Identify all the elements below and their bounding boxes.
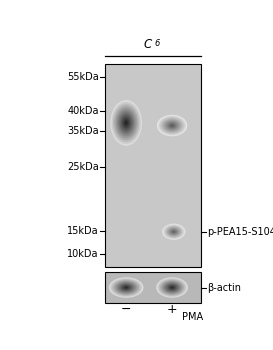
Text: 10kDa: 10kDa bbox=[67, 248, 99, 259]
Ellipse shape bbox=[170, 286, 175, 289]
Text: 35kDa: 35kDa bbox=[67, 126, 99, 136]
Ellipse shape bbox=[117, 282, 135, 293]
Ellipse shape bbox=[171, 230, 177, 234]
Ellipse shape bbox=[118, 111, 134, 134]
Text: +: + bbox=[167, 303, 177, 316]
Ellipse shape bbox=[172, 230, 176, 233]
Text: β-actin: β-actin bbox=[208, 282, 242, 293]
Ellipse shape bbox=[116, 281, 136, 294]
Ellipse shape bbox=[117, 110, 135, 136]
Text: 25kDa: 25kDa bbox=[67, 162, 99, 172]
Ellipse shape bbox=[113, 104, 140, 142]
Ellipse shape bbox=[160, 280, 184, 295]
Ellipse shape bbox=[165, 283, 179, 292]
Ellipse shape bbox=[168, 285, 176, 290]
Text: p-PEA15-S104: p-PEA15-S104 bbox=[208, 227, 273, 237]
Ellipse shape bbox=[113, 280, 139, 295]
Ellipse shape bbox=[122, 117, 130, 128]
Ellipse shape bbox=[167, 122, 177, 129]
Text: −: − bbox=[121, 303, 131, 316]
Text: C: C bbox=[144, 38, 152, 51]
Ellipse shape bbox=[164, 282, 180, 293]
Ellipse shape bbox=[164, 120, 180, 131]
Ellipse shape bbox=[119, 283, 133, 292]
Text: PMA: PMA bbox=[182, 312, 203, 322]
Ellipse shape bbox=[110, 100, 142, 146]
Ellipse shape bbox=[123, 286, 129, 289]
Text: 15kDa: 15kDa bbox=[67, 226, 99, 236]
Ellipse shape bbox=[158, 278, 187, 297]
Ellipse shape bbox=[159, 117, 185, 134]
Ellipse shape bbox=[115, 107, 137, 138]
Ellipse shape bbox=[162, 281, 183, 294]
Ellipse shape bbox=[110, 278, 142, 297]
Ellipse shape bbox=[125, 287, 127, 288]
Text: 6: 6 bbox=[154, 39, 160, 48]
Text: 40kDa: 40kDa bbox=[67, 106, 99, 116]
Ellipse shape bbox=[112, 279, 141, 296]
Ellipse shape bbox=[109, 277, 144, 298]
Ellipse shape bbox=[167, 227, 180, 237]
Ellipse shape bbox=[120, 284, 132, 291]
Bar bbox=[105, 64, 201, 267]
Ellipse shape bbox=[123, 119, 129, 127]
Ellipse shape bbox=[115, 281, 138, 294]
Ellipse shape bbox=[167, 284, 177, 291]
Ellipse shape bbox=[169, 228, 179, 235]
Ellipse shape bbox=[166, 226, 182, 237]
Text: 55kDa: 55kDa bbox=[67, 72, 99, 82]
Ellipse shape bbox=[166, 121, 179, 130]
Ellipse shape bbox=[158, 116, 186, 135]
Ellipse shape bbox=[121, 115, 132, 131]
Ellipse shape bbox=[170, 229, 178, 234]
Ellipse shape bbox=[125, 121, 127, 125]
Ellipse shape bbox=[159, 279, 185, 296]
Ellipse shape bbox=[114, 106, 138, 140]
Ellipse shape bbox=[156, 277, 188, 298]
Ellipse shape bbox=[163, 119, 181, 132]
Bar bbox=[105, 272, 201, 303]
Ellipse shape bbox=[112, 102, 141, 144]
Ellipse shape bbox=[165, 226, 182, 238]
Ellipse shape bbox=[122, 285, 130, 290]
Ellipse shape bbox=[163, 281, 181, 294]
Ellipse shape bbox=[162, 224, 185, 240]
Ellipse shape bbox=[168, 228, 180, 236]
Ellipse shape bbox=[164, 225, 183, 238]
Ellipse shape bbox=[161, 118, 183, 134]
Ellipse shape bbox=[171, 125, 173, 126]
Ellipse shape bbox=[173, 231, 175, 232]
Ellipse shape bbox=[120, 113, 133, 132]
Ellipse shape bbox=[171, 287, 173, 288]
Ellipse shape bbox=[163, 224, 185, 239]
Ellipse shape bbox=[157, 115, 187, 136]
Ellipse shape bbox=[170, 124, 175, 127]
Ellipse shape bbox=[162, 118, 182, 133]
Ellipse shape bbox=[168, 123, 176, 128]
